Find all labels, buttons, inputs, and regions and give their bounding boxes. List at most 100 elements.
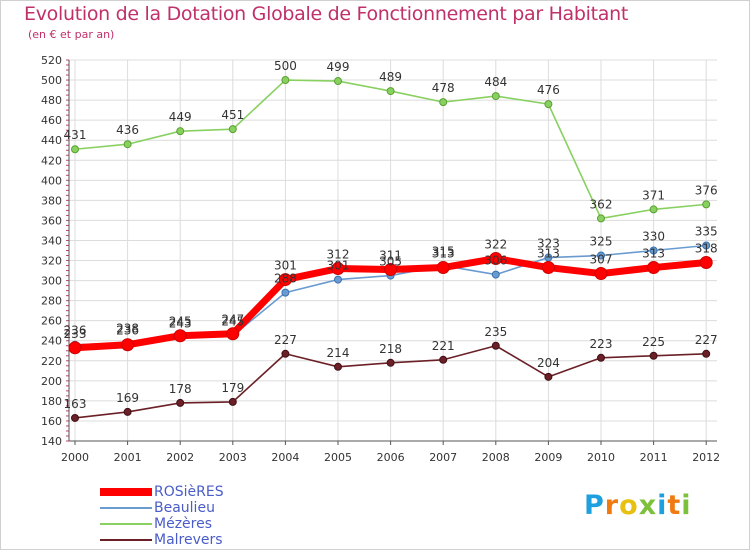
point-rosieres-2001 — [121, 338, 135, 352]
y-tick-label-240: 240 — [41, 335, 62, 348]
x-tick-label-2012: 2012 — [692, 451, 720, 464]
logo-letter: o — [619, 490, 639, 521]
y-tick-label-400: 400 — [41, 174, 62, 187]
legend: ROSièRES Beaulieu Mézères Malrevers — [100, 484, 224, 548]
point-malrevers-2003 — [228, 397, 237, 406]
data-label-beaulieu-2003: 245 — [221, 315, 244, 329]
data-label-beaulieu-2001: 238 — [116, 322, 139, 336]
legend-item-malrevers: Malrevers — [100, 532, 224, 548]
data-label-mezeres-2012: 376 — [695, 183, 718, 197]
point-rosieres-2011 — [647, 261, 661, 275]
y-tick-label-460: 460 — [41, 114, 62, 127]
series — [68, 76, 713, 422]
data-label-malrevers-2006: 218 — [379, 342, 402, 356]
x-tick-label-2007: 2007 — [429, 451, 457, 464]
point-malrevers-2012 — [702, 349, 711, 358]
data-label-malrevers-2000: 163 — [64, 397, 87, 411]
data-label-beaulieu-2005: 301 — [327, 259, 350, 273]
point-rosieres-2003 — [226, 327, 240, 341]
point-rosieres-2009 — [541, 261, 555, 275]
y-tick-label-420: 420 — [41, 154, 62, 167]
data-label-malrevers-2002: 178 — [169, 382, 192, 396]
point-rosieres-2006 — [384, 263, 398, 277]
data-label-malrevers-2001: 169 — [116, 391, 139, 405]
y-tick-label-500: 500 — [41, 74, 62, 87]
y-tick-label-300: 300 — [41, 275, 62, 288]
legend-label-beaulieu: Beaulieu — [154, 500, 215, 516]
point-rosieres-2012 — [699, 256, 713, 270]
y-tick-label-160: 160 — [41, 415, 62, 428]
data-label-malrevers-2005: 214 — [327, 346, 350, 360]
x-tick-label-2009: 2009 — [534, 451, 562, 464]
data-label-rosieres-2008: 322 — [484, 238, 507, 252]
y-tick-label-220: 220 — [41, 355, 62, 368]
chart-subtitle: (en € et par an) — [28, 28, 115, 41]
x-tick-label-2002: 2002 — [166, 451, 194, 464]
point-mezeres-2009 — [544, 100, 553, 109]
legend-swatch-rosieres — [100, 488, 152, 496]
logo-letter: t — [667, 490, 682, 521]
point-malrevers-2011 — [649, 351, 658, 360]
data-label-rosieres-2012: 318 — [695, 242, 718, 256]
point-rosieres-2008 — [489, 252, 503, 266]
point-beaulieu-2011 — [649, 246, 658, 255]
data-label-beaulieu-2009: 323 — [537, 237, 560, 251]
data-label-beaulieu-2006: 305 — [379, 255, 402, 269]
data-label-beaulieu-2004: 288 — [274, 272, 297, 286]
data-label-malrevers-2008: 235 — [484, 325, 507, 339]
data-label-rosieres-2003: 247 — [221, 313, 244, 327]
data-label-rosieres-2005: 312 — [327, 248, 350, 262]
data-label-rosieres-2001: 236 — [116, 324, 139, 338]
y-tick-label-320: 320 — [41, 255, 62, 268]
point-mezeres-2001 — [123, 140, 132, 149]
point-mezeres-2000 — [71, 145, 79, 154]
point-rosieres-2000 — [68, 341, 82, 355]
point-malrevers-2002 — [176, 398, 185, 407]
point-rosieres-2002 — [173, 329, 187, 343]
data-label-rosieres-2000: 233 — [64, 327, 87, 341]
y-tick-label-480: 480 — [41, 94, 62, 107]
y-tick-label-360: 360 — [41, 214, 62, 227]
point-mezeres-2003 — [228, 125, 237, 134]
x-tick-label-2005: 2005 — [324, 451, 352, 464]
data-label-malrevers-2007: 221 — [432, 339, 455, 353]
y-tick-label-380: 380 — [41, 194, 62, 207]
legend-label-mezeres: Mézères — [154, 516, 213, 532]
point-rosieres-2007 — [436, 261, 450, 275]
point-beaulieu-2005 — [334, 275, 342, 284]
y-tick-label-520: 520 — [41, 54, 62, 67]
point-malrevers-2001 — [123, 407, 132, 416]
axes: 140 160 180 200 220 240 260 280 300 320 340 360 380 4… — [41, 54, 720, 464]
point-malrevers-2004 — [281, 349, 290, 358]
y-tick-label-140: 140 — [41, 435, 62, 448]
x-tick-label-2008: 2008 — [482, 451, 510, 464]
point-malrevers-2007 — [439, 355, 448, 364]
point-malrevers-2005 — [334, 362, 342, 371]
data-label-rosieres-2010: 307 — [590, 253, 613, 267]
data-label-mezeres-2004: 500 — [274, 59, 297, 73]
x-tick-label-2006: 2006 — [377, 451, 405, 464]
point-mezeres-2006 — [386, 87, 395, 96]
data-label-mezeres-2007: 478 — [432, 81, 455, 95]
data-label-beaulieu-2007: 315 — [432, 245, 455, 259]
logo-letter: i — [657, 490, 668, 521]
x-tick-label-2000: 2000 — [61, 451, 89, 464]
data-labels: 163 169 178 179 227 214 218 221 235 204 223 225 227 4… — [64, 59, 718, 411]
logo-letter: i — [681, 490, 692, 521]
data-label-beaulieu-2011: 330 — [642, 230, 665, 244]
logo-letter: P — [584, 490, 605, 521]
data-label-malrevers-2003: 179 — [221, 381, 244, 395]
legend-item-rosieres: ROSièRES — [100, 484, 224, 500]
legend-item-beaulieu: Beaulieu — [100, 500, 224, 516]
point-mezeres-2005 — [334, 77, 342, 86]
proxiti-logo: Proxiti — [584, 490, 692, 521]
point-mezeres-2004 — [281, 76, 290, 85]
point-malrevers-2000 — [71, 413, 79, 422]
point-malrevers-2009 — [544, 372, 553, 381]
data-label-mezeres-2002: 449 — [169, 110, 192, 124]
point-beaulieu-2004 — [281, 288, 290, 297]
x-tick-label-2001: 2001 — [114, 451, 142, 464]
data-label-mezeres-2010: 362 — [590, 197, 613, 211]
x-tick-label-2010: 2010 — [587, 451, 615, 464]
